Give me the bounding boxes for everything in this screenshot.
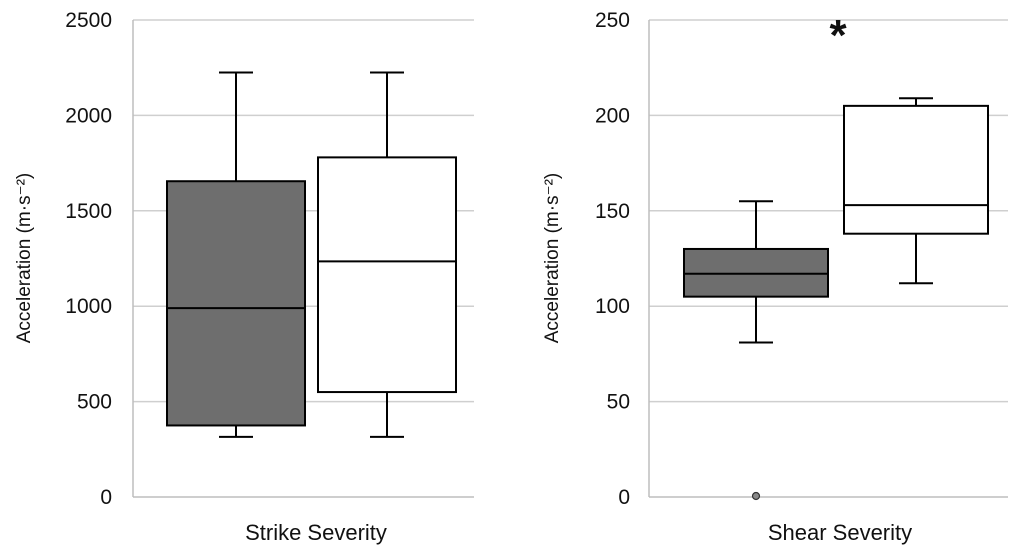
strike-box-1 xyxy=(166,71,306,438)
shear-significance-annotation: * xyxy=(829,11,847,60)
shear-y-axis-label: Acceleration (m·s⁻²) xyxy=(542,173,563,344)
iqr-box xyxy=(317,156,457,394)
shear-y-tick-label: 200 xyxy=(595,104,630,127)
shear-box-1 xyxy=(683,200,829,501)
iqr-box xyxy=(843,104,989,235)
strike-severity-panel: 0 500 1000 1500 2000 2500 Acceleration (m·s⁻²… xyxy=(14,9,474,545)
strike-y-tick-label: 2500 xyxy=(65,9,112,32)
shear-y-tick-label: 0 xyxy=(618,486,630,509)
strike-y-tick-label: 500 xyxy=(77,391,112,414)
strike-boxes xyxy=(166,71,457,438)
shear-box-2 xyxy=(843,97,989,285)
shear-x-axis-label: Shear Severity xyxy=(768,520,912,545)
shear-severity-panel: 0 50 100 150 200 250 * Acceleration (m·s⁻²) S… xyxy=(542,9,1008,545)
shear-y-tick-label: 50 xyxy=(607,391,630,414)
strike-y-tick-label: 1500 xyxy=(65,200,112,223)
strike-y-tick-label: 1000 xyxy=(65,295,112,318)
shear-y-tick-label: 150 xyxy=(595,200,630,223)
outlier-point xyxy=(751,491,761,501)
strike-y-tick-label: 2000 xyxy=(65,104,112,127)
strike-y-tick-labels: 0 500 1000 1500 2000 2500 xyxy=(65,9,112,509)
shear-boxes xyxy=(683,97,989,501)
strike-y-axis-label: Acceleration (m·s⁻²) xyxy=(14,173,35,344)
strike-y-tick-label: 0 xyxy=(100,486,112,509)
shear-y-tick-labels: 0 50 100 150 200 250 xyxy=(595,9,630,509)
iqr-box xyxy=(166,180,306,427)
shear-y-tick-label: 100 xyxy=(595,295,630,318)
strike-x-axis-label: Strike Severity xyxy=(245,520,387,545)
shear-gridlines xyxy=(649,19,1008,403)
shear-annotations: * xyxy=(829,11,847,60)
shear-y-tick-label: 250 xyxy=(595,9,630,32)
strike-box-2 xyxy=(317,71,457,438)
